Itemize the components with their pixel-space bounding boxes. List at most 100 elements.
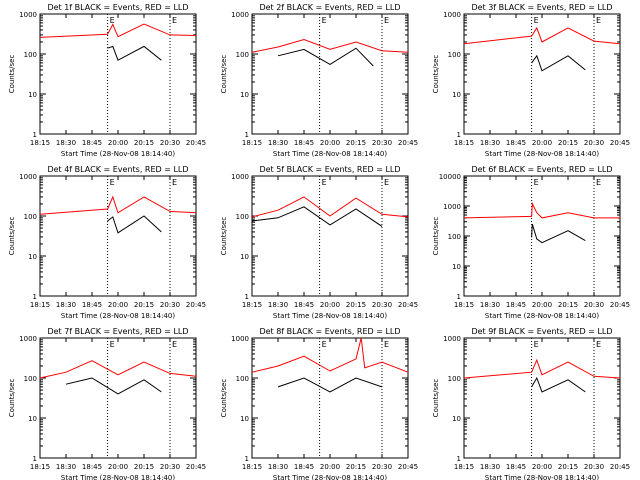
x-tick-label: 20:30 [372, 463, 392, 471]
x-tick-label: 18:45 [294, 463, 314, 471]
marker-label: E [596, 340, 601, 349]
x-tick-label: 18:15 [242, 139, 262, 147]
plot-frame [39, 337, 197, 459]
marker-label: E [596, 178, 601, 187]
x-tick-label: 18:45 [82, 139, 102, 147]
marker-label: E [322, 178, 327, 187]
y-tick-label: 1000 [19, 335, 37, 343]
series-lld [251, 38, 409, 53]
plot-frame [251, 337, 409, 459]
x-tick-label: 20:45 [186, 301, 206, 309]
y-tick-label: 10 [28, 415, 37, 423]
y-axis-label: Counts/sec [8, 55, 16, 94]
x-tick-label: 20:30 [160, 301, 180, 309]
plot-frame [251, 175, 409, 297]
series-lld [463, 26, 621, 45]
y-tick-label: 1000 [443, 203, 461, 211]
x-tick-label: 20:15 [558, 301, 578, 309]
x-tick-label: 18:30 [480, 463, 500, 471]
marker-label: E [384, 178, 389, 187]
marker-label: E [172, 178, 177, 187]
y-tick-label: 1 [245, 131, 249, 139]
x-tick-label: 18:15 [242, 463, 262, 471]
x-tick-label: 20:30 [372, 301, 392, 309]
y-tick-label: 100 [448, 233, 461, 241]
x-tick-label: 20:15 [134, 301, 154, 309]
chart-title: Det 6f BLACK = Events, RED = LLD [471, 165, 612, 174]
y-tick-label: 1000 [443, 335, 461, 343]
x-tick-label: 20:00 [320, 463, 340, 471]
x-axis-label: Start Time (28-Nov-08 18:14:40) [485, 312, 599, 320]
x-axis-label: Start Time (28-Nov-08 18:14:40) [485, 474, 599, 480]
y-tick-label: 1 [457, 131, 461, 139]
chart-title: Det 7f BLACK = Events, RED = LLD [47, 327, 188, 336]
marker-label: E [110, 178, 115, 187]
chart-panel-4: Det 4f BLACK = Events, RED = LLD Counts/s… [8, 165, 206, 320]
series-lld [251, 337, 409, 373]
x-axis-label: Start Time (28-Nov-08 18:14:40) [61, 474, 175, 480]
x-tick-label: 20:00 [532, 301, 552, 309]
series-events [531, 54, 586, 72]
marker-label: E [534, 178, 539, 187]
series-events [531, 376, 586, 393]
y-tick-label: 10 [240, 91, 249, 99]
x-tick-label: 20:15 [558, 139, 578, 147]
chart-panel-5: Det 5f BLACK = Events, RED = LLD Counts/s… [220, 165, 418, 320]
x-tick-label: 20:15 [134, 463, 154, 471]
x-tick-label: 18:30 [480, 139, 500, 147]
x-tick-label: 18:30 [480, 301, 500, 309]
x-tick-label: 20:00 [108, 139, 128, 147]
series-events [531, 223, 586, 244]
y-tick-label: 100 [24, 213, 37, 221]
chart-title: Det 1f BLACK = Events, RED = LLD [47, 3, 188, 12]
marker-label: E [322, 340, 327, 349]
x-tick-label: 20:15 [134, 139, 154, 147]
marker-label: E [322, 16, 327, 25]
x-axis-label: Start Time (28-Nov-08 18:14:40) [273, 474, 387, 480]
y-tick-label: 100 [448, 51, 461, 59]
series-lld [463, 201, 620, 219]
x-tick-label: 20:00 [532, 139, 552, 147]
x-tick-label: 20:15 [558, 463, 578, 471]
y-tick-label: 100 [236, 375, 249, 383]
chart-title: Det 8f BLACK = Events, RED = LLD [259, 327, 400, 336]
y-tick-label: 1000 [443, 11, 461, 19]
x-tick-label: 20:45 [398, 139, 418, 147]
x-tick-label: 18:45 [506, 463, 526, 471]
x-tick-label: 20:45 [398, 301, 418, 309]
x-tick-label: 20:30 [584, 301, 604, 309]
x-tick-label: 20:00 [532, 463, 552, 471]
y-axis-label: Counts/sec [8, 379, 16, 418]
x-axis-label: Start Time (28-Nov-08 18:14:40) [273, 150, 387, 158]
series-events [107, 215, 162, 234]
y-tick-label: 1 [33, 131, 37, 139]
x-axis-label: Start Time (28-Nov-08 18:14:40) [61, 312, 175, 320]
marker-label: E [534, 340, 539, 349]
marker-label: E [596, 16, 601, 25]
plot-frame [39, 13, 197, 135]
x-tick-label: 20:45 [398, 463, 418, 471]
x-tick-label: 18:45 [82, 463, 102, 471]
x-tick-label: 18:15 [30, 463, 50, 471]
x-tick-label: 18:30 [56, 301, 76, 309]
x-tick-label: 20:45 [610, 301, 630, 309]
y-tick-label: 1 [245, 293, 249, 301]
x-axis-label: Start Time (28-Nov-08 18:14:40) [485, 150, 599, 158]
y-tick-label: 10 [452, 415, 461, 423]
y-tick-label: 10 [28, 91, 37, 99]
x-tick-label: 18:15 [454, 463, 474, 471]
y-tick-label: 1000 [231, 335, 249, 343]
x-tick-label: 20:15 [346, 139, 366, 147]
y-tick-label: 10 [452, 263, 461, 271]
x-tick-label: 18:15 [242, 301, 262, 309]
series-lld [251, 196, 409, 218]
x-tick-label: 18:15 [30, 301, 50, 309]
series-events [251, 206, 383, 227]
x-tick-label: 18:15 [454, 301, 474, 309]
x-tick-label: 20:30 [160, 463, 180, 471]
chart-title: Det 4f BLACK = Events, RED = LLD [47, 165, 188, 174]
y-tick-label: 1 [457, 455, 461, 463]
y-tick-label: 1000 [231, 173, 249, 181]
x-tick-label: 20:00 [108, 463, 128, 471]
